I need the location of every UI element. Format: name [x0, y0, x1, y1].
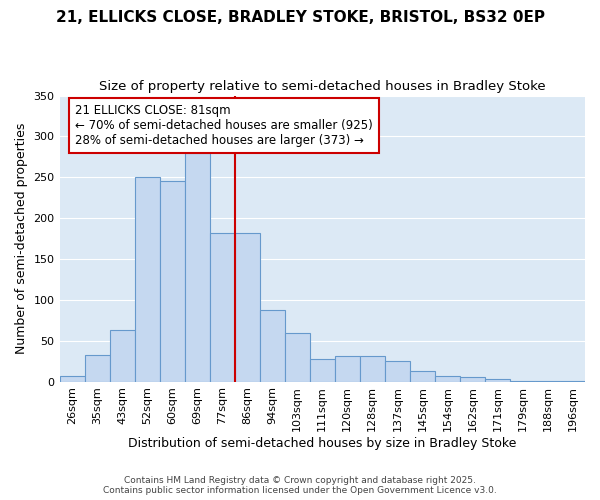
Bar — [335, 356, 360, 382]
Bar — [185, 153, 209, 382]
Bar — [510, 381, 535, 382]
Bar — [235, 233, 260, 382]
Bar — [410, 371, 435, 382]
Y-axis label: Number of semi-detached properties: Number of semi-detached properties — [15, 123, 28, 354]
Bar — [209, 233, 235, 382]
Bar — [460, 378, 485, 382]
Title: Size of property relative to semi-detached houses in Bradley Stoke: Size of property relative to semi-detach… — [99, 80, 545, 93]
Bar — [560, 381, 585, 382]
Text: 21, ELLICKS CLOSE, BRADLEY STOKE, BRISTOL, BS32 0EP: 21, ELLICKS CLOSE, BRADLEY STOKE, BRISTO… — [56, 10, 545, 25]
Bar — [59, 376, 85, 382]
Bar — [160, 182, 185, 382]
Bar — [285, 332, 310, 382]
Bar — [110, 330, 134, 382]
Text: 21 ELLICKS CLOSE: 81sqm
← 70% of semi-detached houses are smaller (925)
28% of s: 21 ELLICKS CLOSE: 81sqm ← 70% of semi-de… — [76, 104, 373, 147]
Bar — [385, 361, 410, 382]
X-axis label: Distribution of semi-detached houses by size in Bradley Stoke: Distribution of semi-detached houses by … — [128, 437, 517, 450]
Bar — [435, 376, 460, 382]
Bar — [85, 354, 110, 382]
Bar — [260, 310, 285, 382]
Bar — [535, 381, 560, 382]
Bar — [134, 178, 160, 382]
Text: Contains HM Land Registry data © Crown copyright and database right 2025.
Contai: Contains HM Land Registry data © Crown c… — [103, 476, 497, 495]
Bar — [360, 356, 385, 382]
Bar — [485, 379, 510, 382]
Bar — [310, 358, 335, 382]
